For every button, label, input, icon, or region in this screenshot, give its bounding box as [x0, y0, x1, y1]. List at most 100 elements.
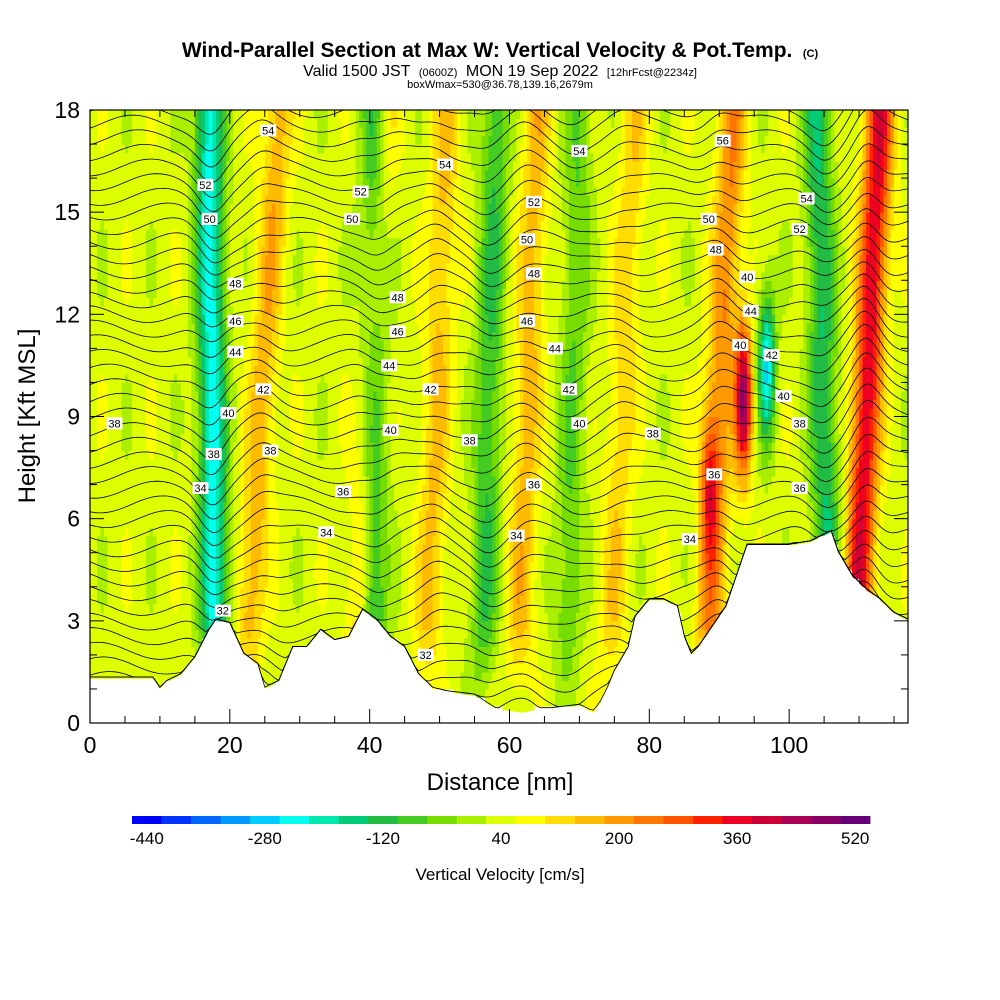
w-cell	[138, 314, 144, 324]
w-cell	[138, 527, 144, 537]
w-cell	[296, 518, 301, 528]
w-cell	[194, 595, 199, 605]
w-cell	[93, 442, 98, 452]
w-cell	[93, 195, 98, 205]
w-cell	[100, 646, 105, 656]
w-cell	[156, 620, 161, 630]
w-cell	[163, 237, 168, 247]
w-cell	[268, 459, 273, 469]
w-cell	[159, 212, 165, 222]
w-cell	[163, 612, 168, 622]
w-cell	[289, 501, 294, 511]
w-cell	[327, 322, 332, 332]
w-cell	[90, 339, 95, 349]
w-cell	[100, 305, 105, 315]
w-cell	[212, 467, 217, 477]
w-cell	[128, 535, 133, 545]
w-cell	[159, 203, 165, 213]
w-cell	[107, 484, 112, 494]
w-cell	[96, 254, 102, 264]
w-cell	[194, 322, 199, 332]
w-cell	[243, 552, 248, 562]
w-cell	[145, 314, 151, 324]
w-cell	[166, 654, 172, 664]
w-cell	[110, 654, 116, 664]
w-cell	[107, 246, 112, 256]
w-cell	[201, 416, 206, 426]
w-cell	[257, 459, 262, 469]
w-cell	[355, 595, 360, 605]
w-cell	[156, 603, 161, 613]
w-cell	[240, 586, 245, 596]
w-cell	[310, 459, 315, 469]
w-cell	[324, 390, 329, 401]
w-cell	[198, 433, 203, 443]
w-cell	[282, 297, 287, 307]
w-cell	[233, 195, 238, 205]
w-cell	[194, 339, 199, 349]
w-cell	[114, 390, 119, 401]
w-cell	[170, 416, 175, 426]
w-cell	[299, 637, 304, 647]
w-cell	[159, 612, 165, 622]
w-cell	[254, 595, 259, 605]
w-cell	[205, 407, 210, 418]
w-cell	[173, 322, 178, 332]
w-cell	[219, 561, 224, 571]
w-cell	[219, 484, 224, 494]
w-cell	[289, 212, 294, 222]
w-cell	[180, 416, 185, 426]
w-cell	[310, 305, 315, 315]
w-cell	[345, 144, 350, 154]
w-cell	[96, 671, 102, 682]
w-cell	[292, 450, 297, 460]
w-cell	[236, 152, 241, 162]
w-cell	[264, 578, 269, 588]
w-cell	[138, 365, 144, 375]
w-cell	[292, 629, 297, 639]
w-cell	[341, 425, 346, 435]
w-cell	[198, 527, 203, 537]
w-cell	[299, 484, 304, 494]
w-cell	[289, 203, 294, 213]
w-cell	[282, 212, 287, 222]
w-cell	[90, 288, 95, 298]
w-cell	[180, 493, 185, 503]
w-cell	[250, 178, 255, 188]
w-cell	[135, 527, 140, 537]
w-cell	[310, 467, 315, 477]
w-cell	[355, 586, 360, 596]
w-cell	[306, 305, 311, 315]
w-cell	[345, 467, 350, 477]
w-cell	[201, 365, 206, 375]
w-cell	[303, 356, 308, 367]
w-cell	[355, 339, 360, 349]
w-cell	[142, 314, 147, 324]
w-cell	[212, 510, 217, 520]
w-cell	[90, 535, 95, 545]
w-cell	[222, 416, 227, 426]
w-cell	[215, 484, 220, 494]
w-cell	[191, 612, 196, 622]
w-cell	[177, 314, 182, 324]
w-cell	[243, 637, 248, 647]
w-cell	[121, 467, 126, 477]
w-cell	[117, 271, 123, 281]
w-cell	[226, 476, 231, 486]
w-cell	[201, 595, 206, 605]
w-cell	[166, 484, 172, 494]
w-cell	[201, 535, 206, 545]
w-cell	[191, 527, 196, 537]
w-cell	[310, 339, 315, 349]
w-cell	[292, 237, 297, 247]
w-cell	[282, 118, 287, 128]
w-cell	[93, 459, 98, 469]
w-cell	[327, 152, 332, 162]
w-cell	[180, 331, 185, 341]
w-cell	[310, 476, 315, 486]
w-cell	[194, 305, 199, 315]
w-cell	[331, 629, 336, 639]
w-cell	[194, 442, 199, 452]
w-cell	[320, 339, 325, 349]
w-cell	[177, 331, 182, 341]
